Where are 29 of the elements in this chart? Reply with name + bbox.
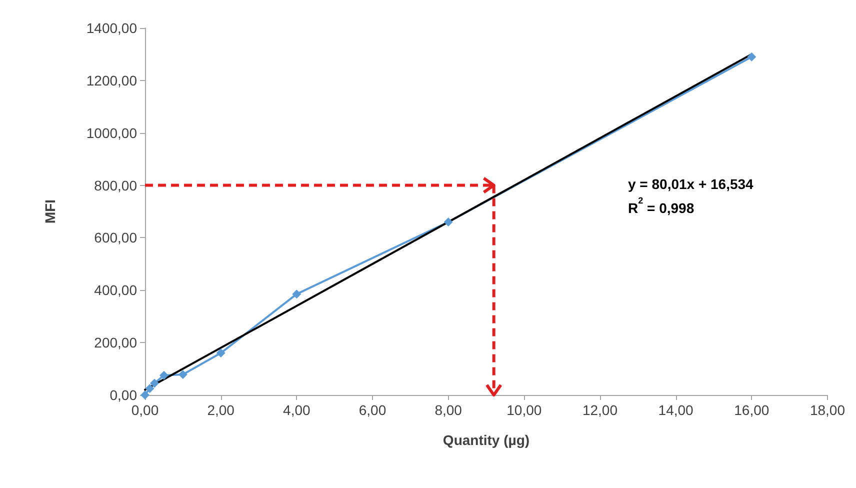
x-tick-label: 2,00 bbox=[207, 402, 235, 418]
x-tick-label: 6,00 bbox=[358, 402, 386, 418]
x-tick-label: 10,00 bbox=[506, 402, 542, 418]
x-tick-label: 0,00 bbox=[131, 402, 159, 418]
x-tick-label: 16,00 bbox=[734, 402, 770, 418]
point bbox=[178, 370, 188, 380]
y-axis-title: MFI bbox=[42, 199, 58, 224]
point bbox=[444, 217, 453, 226]
annotation: y = 80,01x + 16,534 bbox=[628, 176, 754, 192]
y-tick-label: 1400,00 bbox=[86, 20, 138, 36]
x-tick-label: 14,00 bbox=[658, 402, 694, 418]
point bbox=[159, 370, 168, 380]
x-tick-label: 8,00 bbox=[434, 402, 462, 418]
y-tick-label: 400,00 bbox=[94, 282, 138, 298]
point bbox=[150, 378, 159, 388]
y-tick-label: 0,00 bbox=[110, 387, 138, 403]
x-tick-label: 18,00 bbox=[810, 402, 846, 418]
y-tick-label: 200,00 bbox=[94, 334, 138, 351]
x-tick-label: 4,00 bbox=[283, 402, 310, 418]
point bbox=[145, 384, 154, 393]
y-tick-label: 1200,00 bbox=[86, 72, 138, 88]
y-tick-label: 1000,00 bbox=[86, 124, 138, 141]
point bbox=[216, 348, 226, 358]
y-tick-label: 600,00 bbox=[94, 230, 138, 246]
x-axis-title: Quantity (µg) bbox=[442, 432, 530, 448]
y-tick-label: 800,00 bbox=[94, 177, 138, 194]
x-tick-label: 12,00 bbox=[582, 402, 618, 418]
point bbox=[747, 52, 756, 62]
point bbox=[292, 290, 302, 299]
